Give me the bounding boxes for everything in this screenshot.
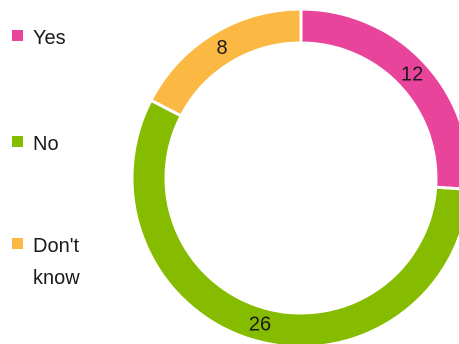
- legend-label-no: No: [33, 133, 59, 155]
- data-label-don-t-know: 8: [216, 37, 227, 59]
- legend: Yes No Don't know: [12, 0, 122, 344]
- donut-slice-don-t-know: [148, 7, 303, 118]
- donut-slice-yes: [299, 7, 459, 191]
- legend-swatch-dont-know: [12, 238, 23, 249]
- legend-item-yes: Yes: [12, 22, 113, 54]
- data-label-yes: 12: [401, 63, 423, 85]
- data-label-no: 26: [249, 313, 271, 335]
- legend-swatch-no: [12, 136, 23, 147]
- legend-label-yes: Yes: [33, 27, 66, 49]
- legend-item-no: No: [12, 128, 113, 160]
- legend-swatch-yes: [12, 30, 23, 41]
- donut-slice-no: [130, 98, 459, 344]
- legend-item-dont-know: Don't know: [12, 230, 113, 294]
- legend-label-dont-know: Don't know: [33, 235, 80, 289]
